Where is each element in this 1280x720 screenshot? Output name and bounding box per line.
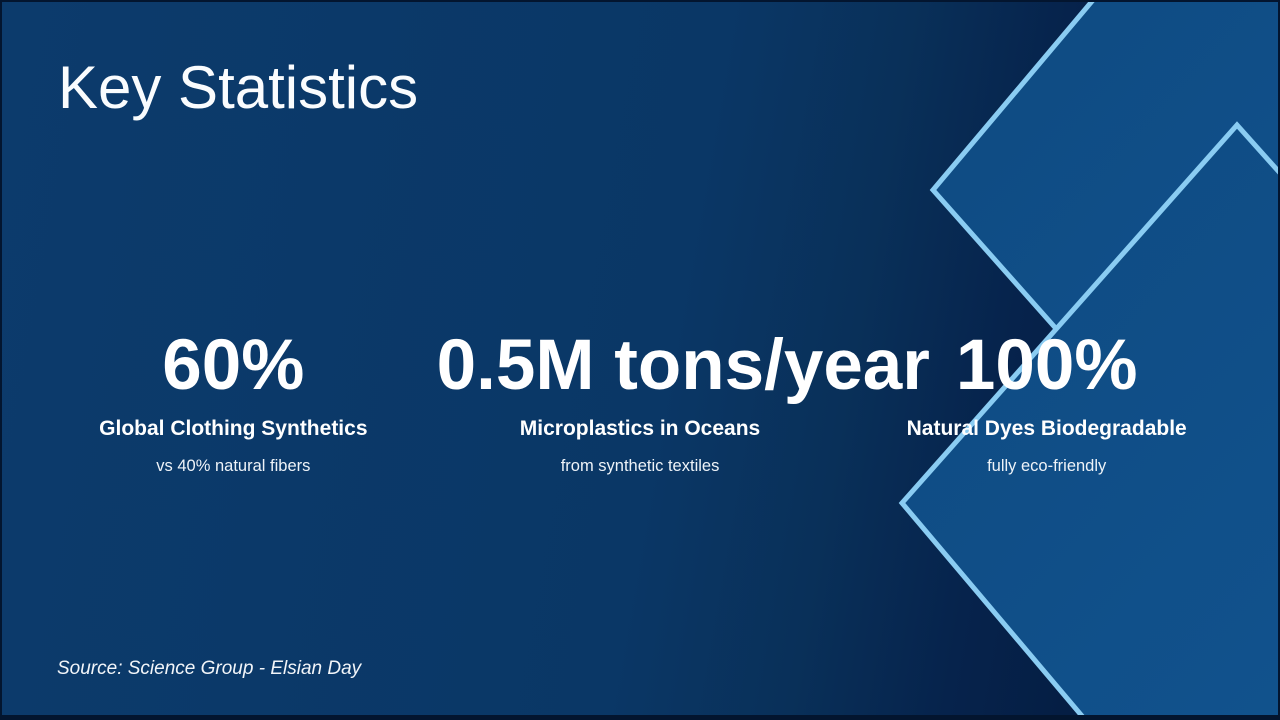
stat-label: Natural Dyes Biodegradable [906,417,1187,440]
stat-sublabel: fully eco-friendly [987,457,1107,476]
diamond-decoration-bottom [898,121,1280,720]
stat-card-natural-dyes: 100% Natural Dyes Biodegradable fully ec… [843,330,1250,477]
stat-label: Microplastics in Oceans [519,417,761,440]
stat-card-synthetics: 60% Global Clothing Synthetics vs 40% na… [30,330,437,477]
stat-value: 100% [955,326,1138,405]
stat-value: 60% [162,326,305,405]
source-caption: Source: Science Group - Elsian Day [57,658,362,679]
stat-sublabel: from synthetic textiles [560,457,720,476]
stat-value: 0.5M tons/year [436,326,930,405]
stat-sublabel: vs 40% natural fibers [156,457,311,476]
stat-label: Global Clothing Synthetics [99,417,368,440]
slide-title: Key Statistics [58,54,419,121]
stats-row: 60% Global Clothing Synthetics vs 40% na… [30,330,1250,477]
stat-card-microplastics: 0.5M tons/year Microplastics in Oceans f… [436,326,930,477]
